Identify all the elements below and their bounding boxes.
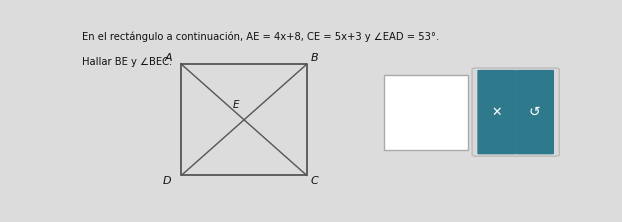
Text: E: E bbox=[233, 99, 239, 109]
Text: Hallar BE y ∠BEC.: Hallar BE y ∠BEC. bbox=[81, 57, 172, 67]
Text: B: B bbox=[310, 54, 318, 63]
Text: 53°: 53° bbox=[445, 124, 463, 134]
Text: C: C bbox=[310, 176, 318, 186]
FancyBboxPatch shape bbox=[384, 75, 468, 150]
Text: En el rectángulo a continuación, AE = 4x+8, CE = 5x+3 y ∠EAD = 53°.: En el rectángulo a continuación, AE = 4x… bbox=[81, 32, 439, 42]
Text: A: A bbox=[164, 54, 172, 63]
Text: ∠BEC  =: ∠BEC = bbox=[389, 124, 434, 134]
Text: D: D bbox=[163, 176, 172, 186]
FancyBboxPatch shape bbox=[472, 68, 559, 156]
FancyBboxPatch shape bbox=[516, 70, 554, 154]
FancyBboxPatch shape bbox=[477, 70, 516, 154]
Text: BE  =: BE = bbox=[389, 91, 417, 101]
Text: ✕: ✕ bbox=[491, 106, 502, 119]
Text: ↺: ↺ bbox=[529, 105, 541, 119]
Text: 28: 28 bbox=[450, 91, 463, 101]
